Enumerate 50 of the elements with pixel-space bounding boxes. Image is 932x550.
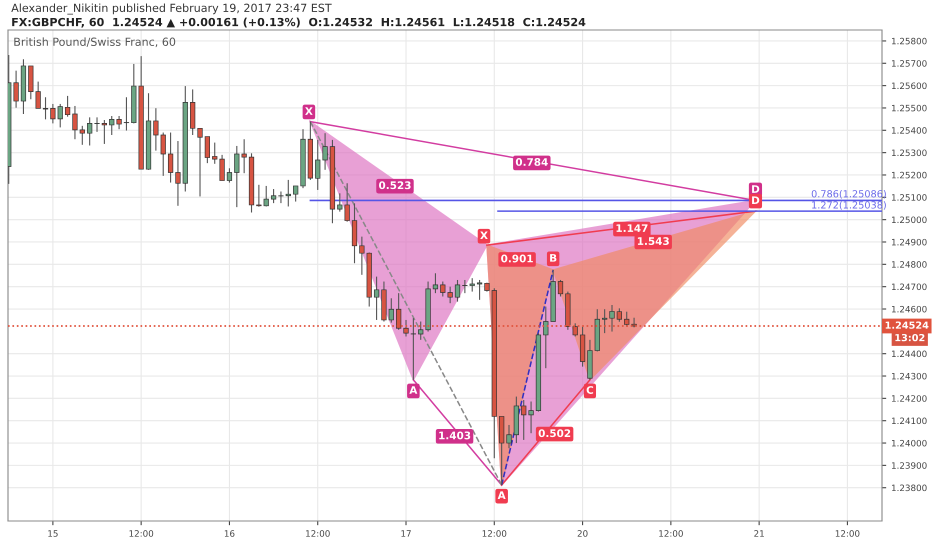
annotation: British Pound/Swiss Franc, 60	[14, 37, 176, 48]
annotation: 1.147	[616, 224, 648, 232]
x-tick-label: 12:00	[659, 530, 683, 537]
annotation: 0.523	[378, 181, 411, 190]
annotation: A	[409, 386, 418, 394]
annotation: A	[498, 491, 506, 500]
y-tick-label: 1.25700	[892, 60, 927, 67]
y-tick-label: 1.25000	[892, 216, 927, 224]
annotation: B	[550, 254, 556, 262]
y-tick-label: 1.24000	[892, 440, 927, 446]
annotation: 1.403	[439, 431, 470, 440]
y-tick-label: 1.24800	[892, 261, 927, 268]
y-tick-label: 1.24700	[892, 284, 927, 290]
annotation: C	[586, 386, 594, 394]
y-tick-label: 1.25500	[892, 104, 927, 112]
chart-title: Alexander_Nikitin published February 19, 2017 23:47 EST	[11, 3, 332, 15]
text: 13:02	[895, 334, 924, 342]
y-tick-label: 1.24200	[892, 395, 927, 402]
x-tick-label: 20	[578, 530, 588, 537]
y-tick-label: 1.25800	[892, 38, 927, 44]
x-tick-label: 21	[754, 530, 764, 537]
chart-subtitle: FX:GBPCHF, 60 1.24524 ▲ +0.00161 (+0.13%) O:1.24532 H:1.24561 L:1.24518 C:1.24524	[12, 18, 586, 28]
y-tick-label: 1.25100	[892, 194, 927, 201]
x-tick-label: 15	[48, 530, 58, 537]
y-tick-label: 1.24600	[892, 306, 927, 312]
x-tick-label: 12:00	[836, 530, 860, 537]
annotation: D	[752, 196, 760, 204]
annotation: X	[480, 231, 488, 240]
y-tick-label: 1.24400	[892, 350, 927, 358]
y-tick-label: 1.24300	[892, 372, 927, 380]
y-tick-label: 1.24100	[892, 418, 927, 424]
y-tick-label: 1.25200	[892, 172, 927, 178]
annotation: D	[752, 185, 760, 193]
x-tick-label: 12:00	[482, 530, 506, 537]
y-tick-label: 1.25600	[892, 82, 927, 90]
x-tick-label: 12:00	[130, 530, 154, 537]
annotation: 0.502	[538, 429, 570, 438]
x-tick-label: 12:00	[306, 530, 330, 537]
annotation: 1.543	[638, 237, 669, 246]
y-tick-label: 1.25400	[892, 127, 927, 134]
annotation: 0.901	[501, 254, 533, 262]
ref-line-label: 1.24524	[886, 321, 928, 329]
x-tick-label: 17	[401, 530, 411, 537]
y-tick-label: 1.23900	[892, 462, 927, 469]
y-tick-label: 1.23800	[892, 484, 927, 492]
annotation: X	[305, 107, 313, 115]
y-tick-label: 1.25300	[892, 149, 927, 156]
annotation: 0.784	[516, 158, 548, 166]
x-tick-label: 16	[224, 530, 234, 537]
y-tick-label: 1.24900	[892, 238, 927, 246]
